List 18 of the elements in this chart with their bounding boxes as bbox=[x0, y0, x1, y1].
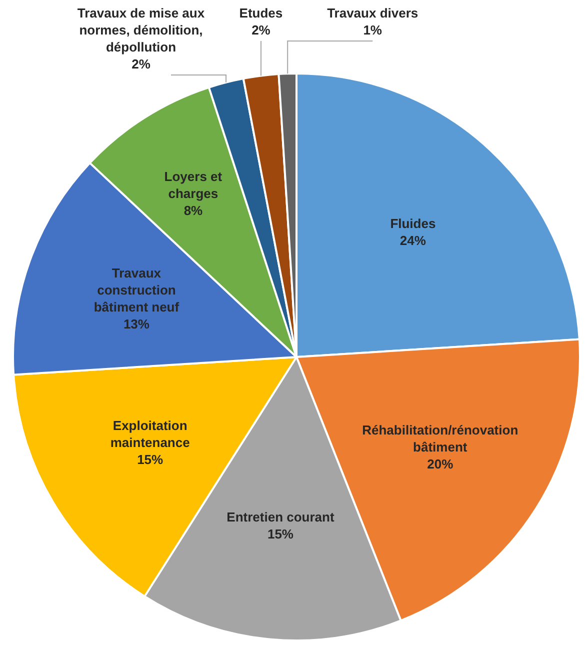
slice-label: Réhabilitation/rénovation bâtiment bbox=[362, 422, 518, 455]
data-label: 1% bbox=[363, 22, 382, 38]
data-label: 24% bbox=[400, 233, 426, 248]
data-label: 15% bbox=[267, 526, 294, 542]
slice-label: Exploitation maintenance bbox=[110, 418, 190, 450]
slice-label: Loyers et charges bbox=[164, 168, 223, 201]
data-label: 2% bbox=[252, 22, 271, 38]
slice-label: Entretien courant bbox=[226, 509, 335, 524]
data-label: 13% bbox=[123, 316, 150, 332]
slice-label: Travaux de mise aux normes, démolition, dépollution bbox=[77, 6, 206, 55]
data-label: 20% bbox=[427, 456, 454, 472]
slice-label: Travaux divers bbox=[327, 6, 418, 21]
data-label: 8% bbox=[184, 202, 204, 218]
slice-label: Fluides bbox=[390, 216, 436, 232]
slice-label: Travaux construction bâtiment neuf bbox=[94, 265, 180, 314]
data-label: 15% bbox=[137, 452, 164, 468]
data-label: 2% bbox=[132, 56, 151, 72]
slice-label: Etudes bbox=[239, 6, 283, 21]
